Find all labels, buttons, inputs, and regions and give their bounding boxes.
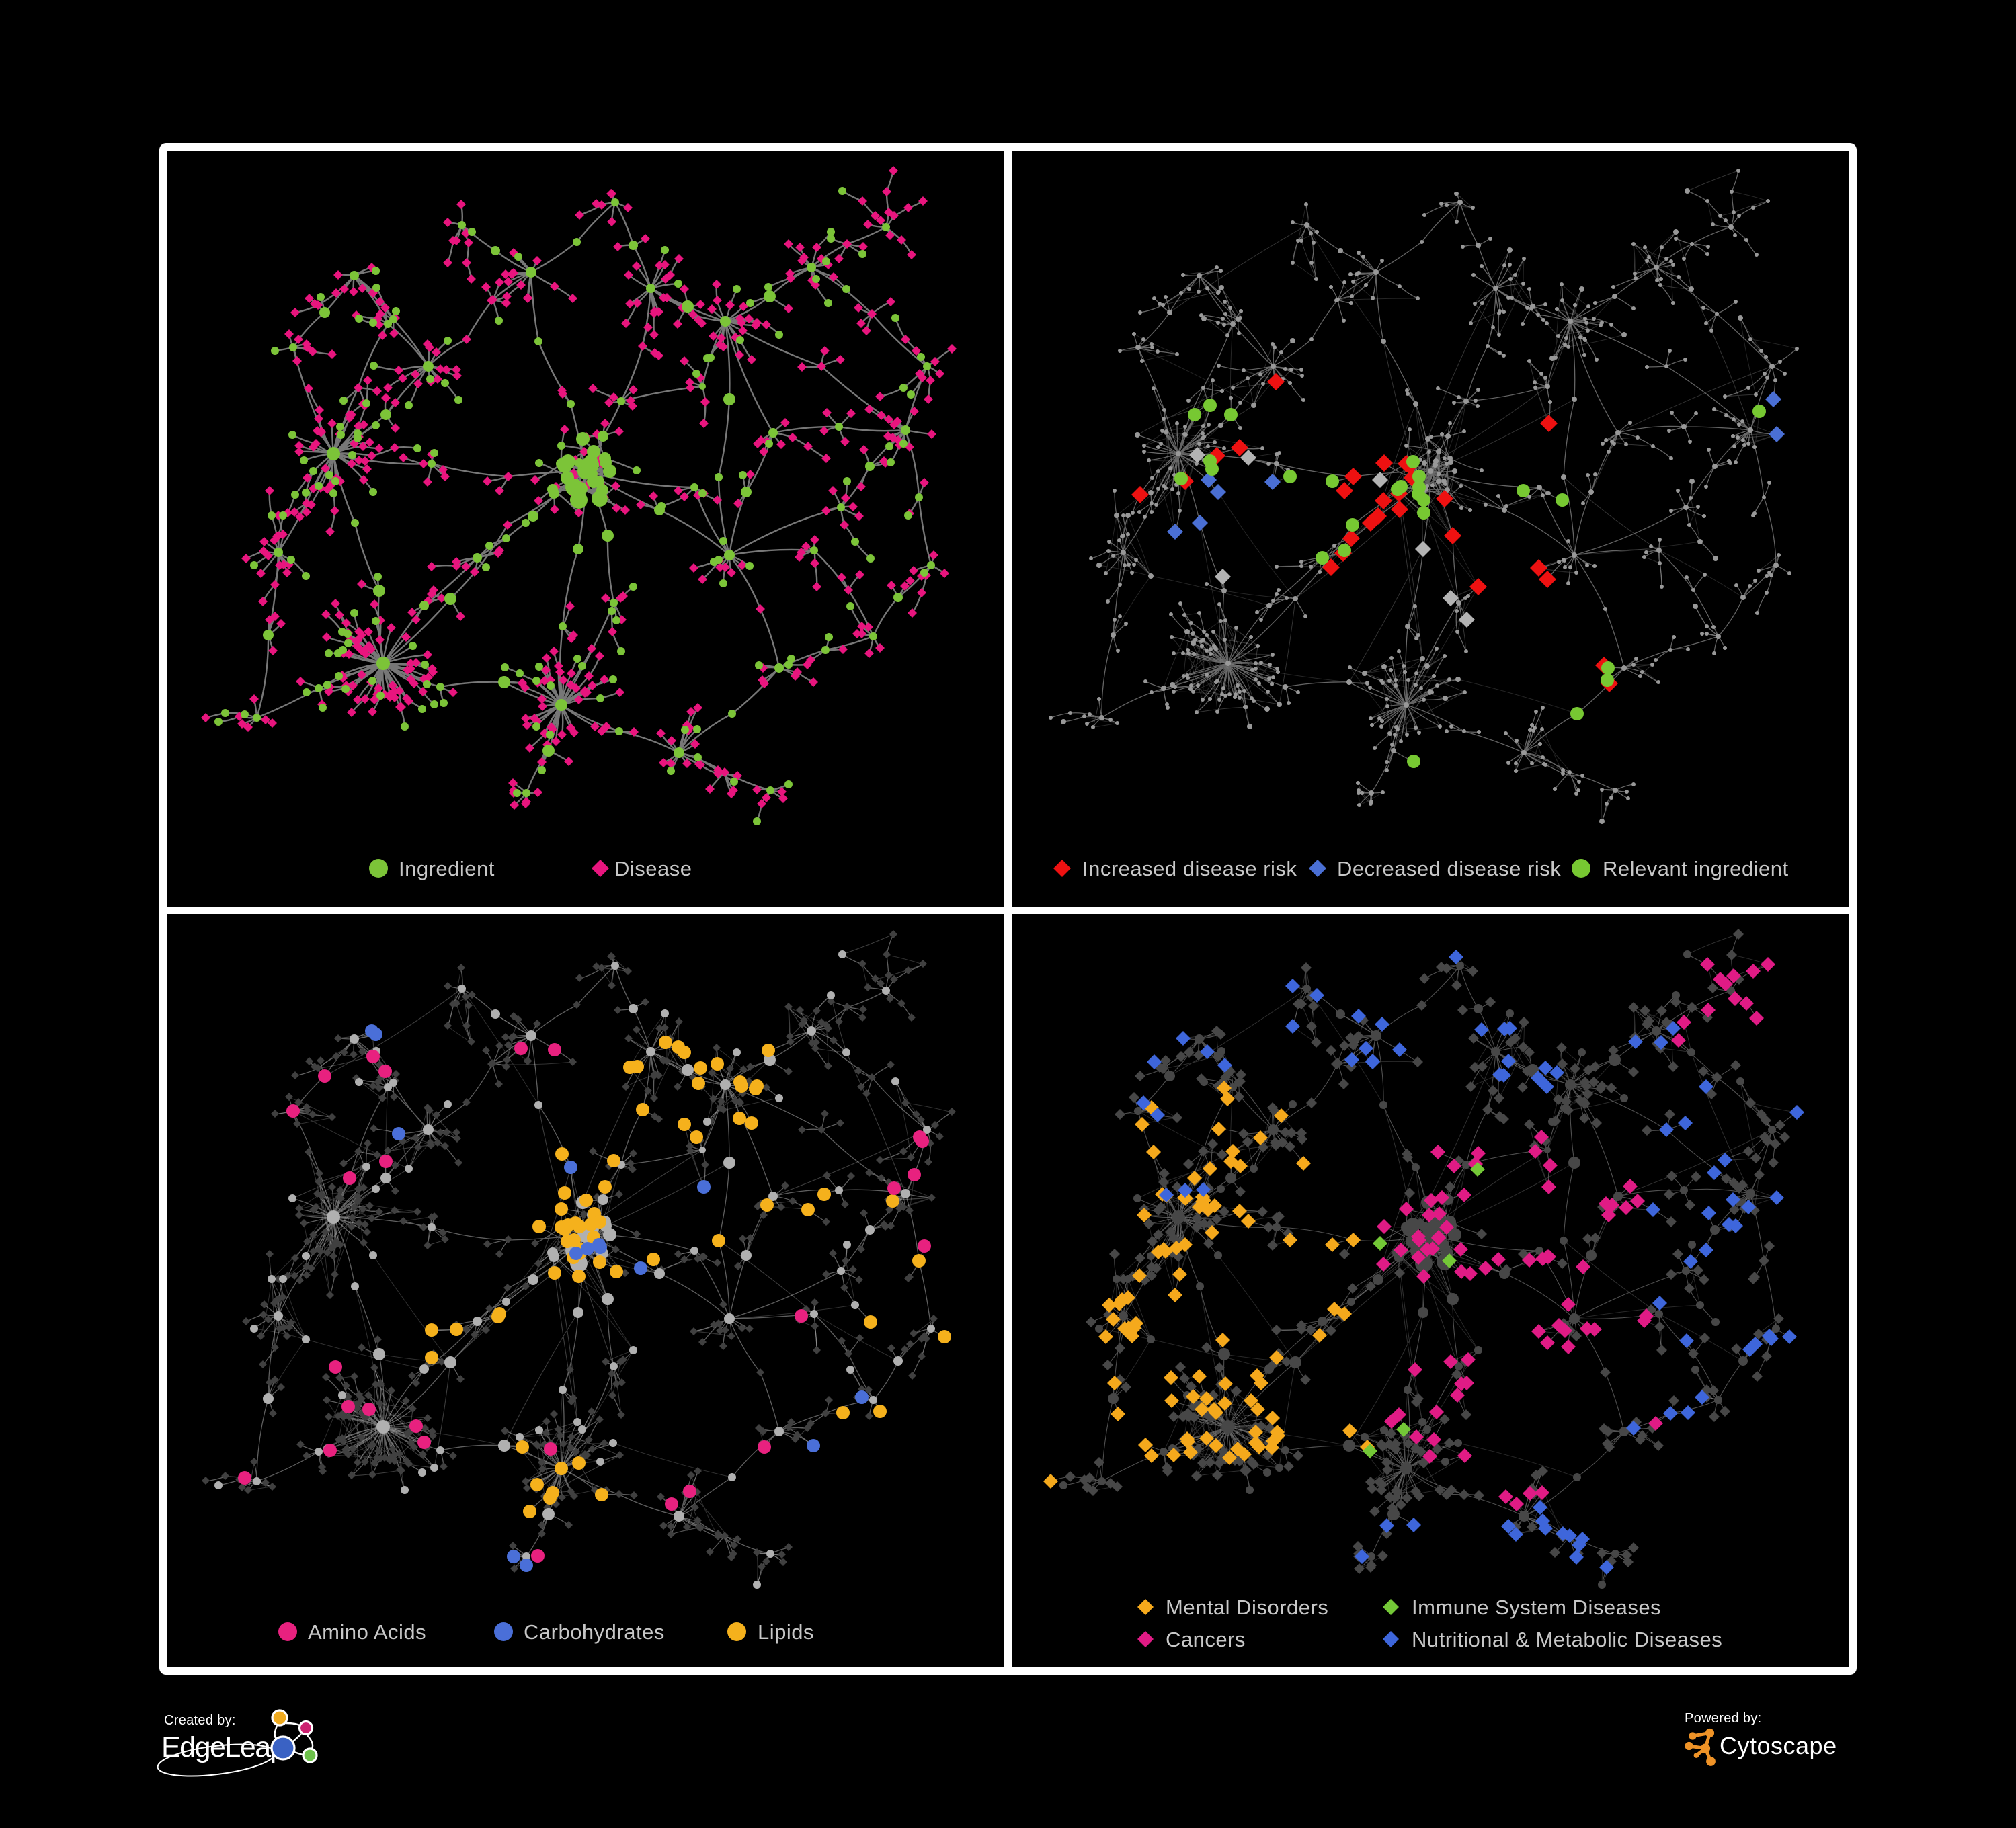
svg-text:Relevant ingredient: Relevant ingredient [1603, 857, 1789, 880]
svg-text:Lipids: Lipids [758, 1620, 814, 1644]
svg-text:Immune System Diseases: Immune System Diseases [1412, 1595, 1661, 1619]
svg-text:Increased disease risk: Increased disease risk [1082, 857, 1297, 880]
svg-text:Powered by:: Powered by: [1685, 1711, 1761, 1726]
svg-text:Amino Acids: Amino Acids [308, 1620, 426, 1644]
svg-text:Decreased disease risk: Decreased disease risk [1337, 857, 1561, 880]
svg-text:Mental Disorders: Mental Disorders [1166, 1595, 1328, 1619]
svg-text:EdgeLeap: EdgeLeap [161, 1731, 286, 1763]
svg-text:Cytoscape: Cytoscape [1720, 1732, 1837, 1759]
svg-text:Nutritional & Metabolic Diseas: Nutritional & Metabolic Diseases [1412, 1628, 1722, 1651]
svg-text:Cancers: Cancers [1166, 1628, 1246, 1651]
svg-text:Ingredient: Ingredient [399, 857, 495, 880]
svg-text:Disease: Disease [614, 857, 692, 880]
svg-text:Carbohydrates: Carbohydrates [524, 1620, 665, 1644]
svg-text:Created by:: Created by: [164, 1713, 236, 1728]
